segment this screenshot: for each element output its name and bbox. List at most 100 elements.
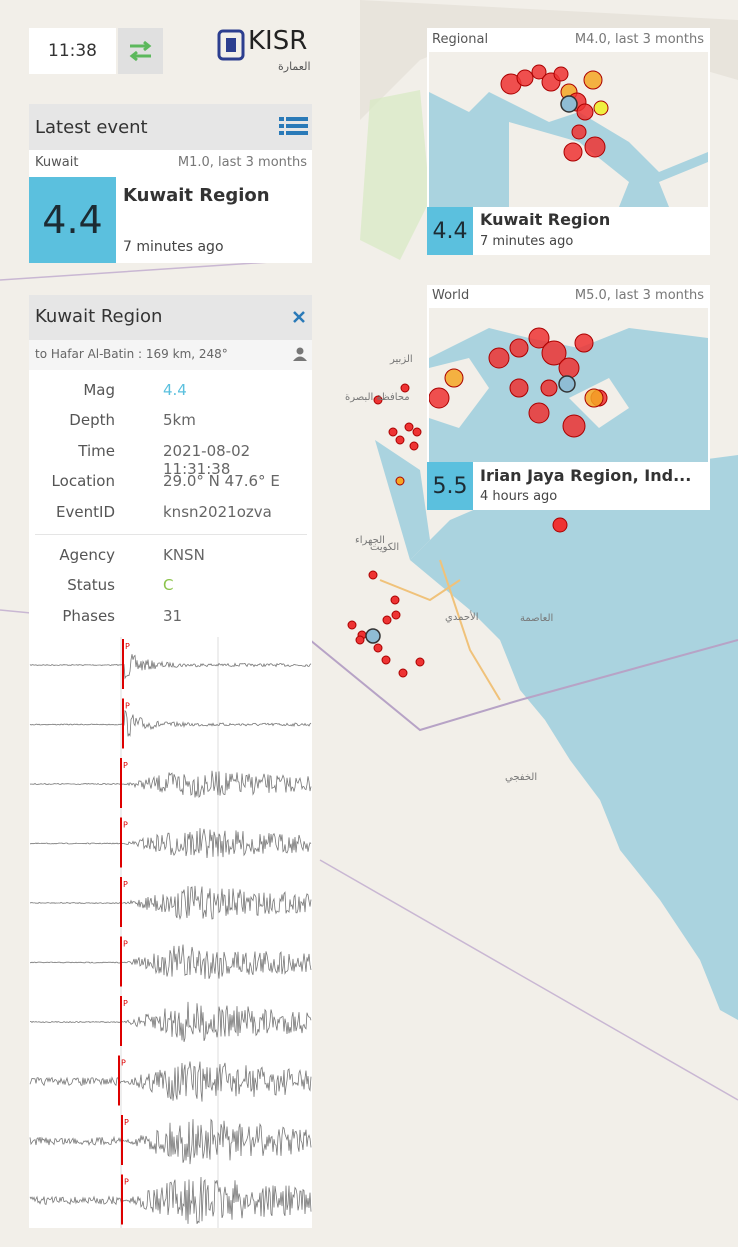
filter: M5.0, last 3 months xyxy=(574,288,704,303)
quake-marker xyxy=(528,402,550,424)
quake-marker xyxy=(574,333,594,353)
time-ago: 7 minutes ago xyxy=(123,239,224,255)
field-label: Mag xyxy=(83,381,115,399)
quake-marker xyxy=(373,395,383,405)
map-label: العاصمة xyxy=(520,613,553,624)
quake-marker xyxy=(509,338,529,358)
sync-icon xyxy=(129,40,152,62)
quake-marker xyxy=(347,620,357,630)
separator xyxy=(35,534,307,535)
panel-title: Kuwait Region xyxy=(35,306,163,327)
phase-label: P xyxy=(123,999,128,1008)
field-value: 4.4 xyxy=(163,381,187,399)
region[interactable]: Irian Jaya Region, Ind... xyxy=(480,466,692,485)
panel-title: Regional xyxy=(432,32,489,47)
distance: to Hafar Al-Batin : 169 km, 248° xyxy=(35,347,228,361)
detail-panel: Kuwait Region to Hafar Al-Batin : 169 km… xyxy=(29,295,312,1228)
field-value: 5km xyxy=(163,411,196,429)
panel-header xyxy=(29,104,312,150)
sync-button[interactable] xyxy=(118,28,163,74)
quake-marker xyxy=(395,476,405,486)
map-label: الأحمدي xyxy=(445,610,479,623)
magnitude[interactable]: 4.4 xyxy=(427,207,473,255)
quake-marker xyxy=(516,69,534,87)
road xyxy=(379,559,501,701)
quake-marker xyxy=(584,388,604,408)
border xyxy=(309,639,738,732)
waveform xyxy=(29,1176,312,1224)
field-value: 29.0° N 47.6° E xyxy=(163,472,280,490)
waveform xyxy=(29,828,312,859)
quake-marker xyxy=(563,142,583,162)
land xyxy=(429,358,489,428)
selected-quake xyxy=(365,628,381,644)
panel-title: World xyxy=(432,288,470,303)
field-value: C xyxy=(163,576,174,594)
quake-marker xyxy=(368,570,378,580)
quake-marker xyxy=(429,387,450,409)
magnitude[interactable]: 5.5 xyxy=(427,462,473,510)
regional-panel: Regional M4.0, last 3 months 4.4 Kuwait … xyxy=(427,28,710,255)
land xyxy=(659,162,708,207)
quake-marker xyxy=(531,64,547,80)
map-label: محافظة البصرة xyxy=(345,392,410,403)
world-map[interactable] xyxy=(429,308,708,462)
quake-marker xyxy=(528,327,550,349)
field-label: Location xyxy=(51,472,115,490)
waveform xyxy=(29,709,312,737)
panel-header xyxy=(29,295,312,340)
field-label: Status xyxy=(67,576,115,594)
quake-marker xyxy=(584,136,606,158)
phase-label: P xyxy=(121,1059,126,1068)
filter: M1.0, last 3 months xyxy=(177,155,307,170)
land xyxy=(429,308,708,358)
waveform xyxy=(29,1061,312,1102)
region[interactable]: Kuwait Region xyxy=(480,210,611,229)
region[interactable]: Kuwait Region xyxy=(123,185,270,206)
logo-subtitle: العمارة xyxy=(278,60,311,73)
seismograms: P P P P P P P P P P xyxy=(29,637,312,1228)
phase-label: P xyxy=(123,940,128,949)
quake-marker xyxy=(552,517,568,533)
quake-marker xyxy=(558,357,580,379)
quake-marker xyxy=(400,383,410,393)
quake-marker xyxy=(390,595,400,605)
quake-marker xyxy=(562,414,586,438)
selected-quake xyxy=(560,95,578,113)
field-label: Time xyxy=(78,442,115,460)
quake-marker xyxy=(571,124,587,140)
list-button[interactable] xyxy=(279,115,309,141)
land xyxy=(509,122,629,207)
quake-marker xyxy=(412,427,422,437)
field-label: Agency xyxy=(59,546,115,564)
quake-marker xyxy=(381,655,391,665)
regional-map[interactable] xyxy=(429,52,708,207)
phase-label: P xyxy=(123,880,128,889)
earthquake-markers xyxy=(347,383,568,678)
clock: 11:38 xyxy=(29,28,116,74)
quake-marker xyxy=(409,441,419,451)
gulf-water xyxy=(410,455,738,1020)
quake-marker xyxy=(541,340,567,366)
quake-marker xyxy=(355,635,365,645)
network: Kuwait xyxy=(35,155,79,170)
waveform xyxy=(30,885,312,920)
quake-marker xyxy=(415,657,425,667)
close-button[interactable] xyxy=(291,309,307,325)
field-label: Phases xyxy=(62,607,115,625)
logo: KISR العمارة xyxy=(216,26,316,76)
user-icon[interactable] xyxy=(293,347,307,361)
quake-marker xyxy=(583,70,603,90)
magnitude[interactable]: 4.4 xyxy=(29,177,116,263)
waveform xyxy=(29,1118,312,1165)
map-label: الزبير xyxy=(389,354,413,365)
time-ago: 4 hours ago xyxy=(480,489,558,504)
quake-marker xyxy=(395,435,405,445)
bay-water xyxy=(375,440,430,560)
quake-marker xyxy=(373,643,383,653)
selected-quake xyxy=(558,375,576,393)
distance-row xyxy=(29,340,312,370)
quake-marker xyxy=(404,422,414,432)
